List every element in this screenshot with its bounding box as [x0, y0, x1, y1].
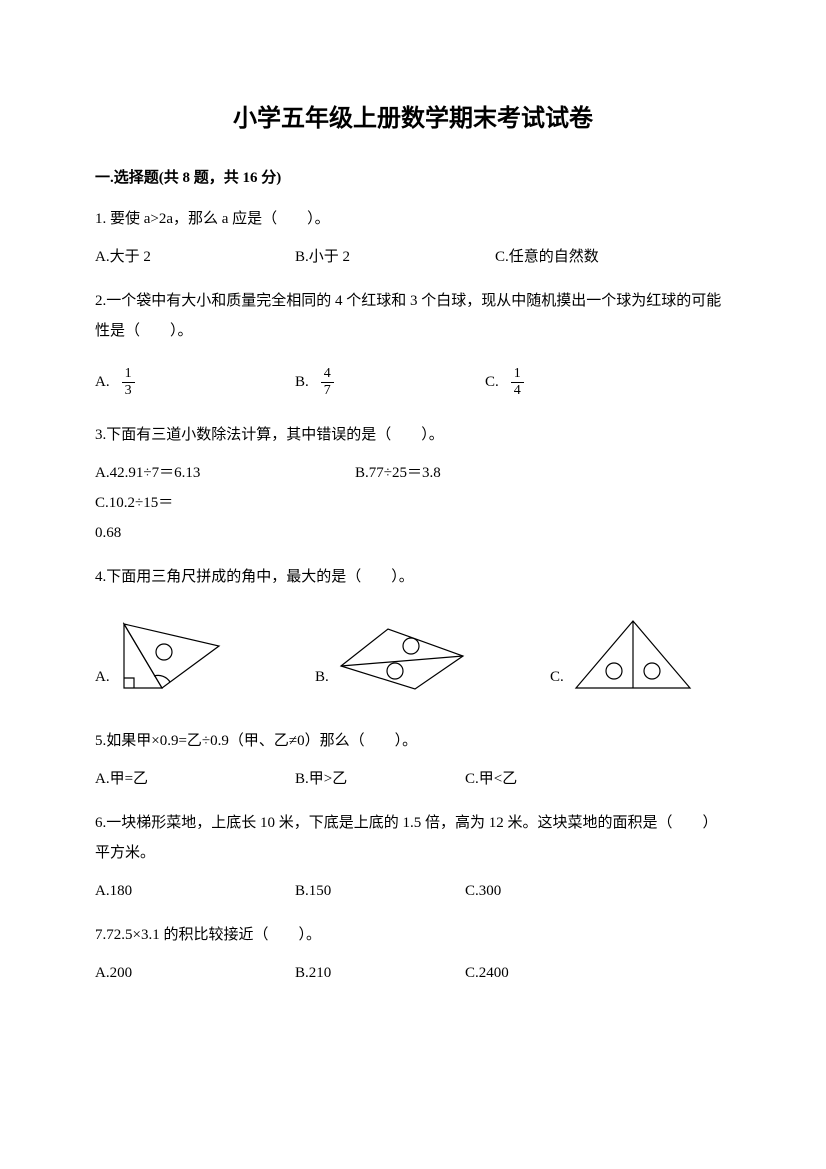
q2-opt-b: B. 4 7	[295, 366, 485, 398]
q4-fig-c: C.	[550, 616, 730, 696]
triangle-set-b-icon	[333, 621, 473, 696]
q7-opt-a: A.200	[95, 958, 295, 988]
q2-options: A. 1 3 B. 4 7 C. 1 4	[95, 366, 731, 398]
q4-text: 4.下面用三角尺拼成的角中，最大的是（ ）。	[95, 562, 731, 592]
q3-opt-a: A.42.91÷7＝6.13	[95, 458, 355, 488]
q6-text: 6.一块梯形菜地，上底长 10 米，下底是上底的 1.5 倍，高为 12 米。这…	[95, 808, 731, 868]
q2-c-num: 1	[511, 366, 524, 382]
q5-opt-c: C.甲<乙	[465, 764, 635, 794]
q1-opt-a: A.大于 2	[95, 242, 295, 272]
q7-text: 7.72.5×3.1 的积比较接近（ ）。	[95, 920, 731, 950]
question-5: 5.如果甲×0.9=乙÷0.9（甲、乙≠0）那么（ ）。 A.甲=乙 B.甲>乙…	[95, 726, 731, 794]
triangle-set-c-icon	[568, 616, 698, 696]
q6-opt-c: C.300	[465, 876, 635, 906]
q3-opt-b: B.77÷25＝3.8	[355, 458, 615, 488]
q7-options: A.200 B.210 C.2400	[95, 958, 731, 988]
question-6: 6.一块梯形菜地，上底长 10 米，下底是上底的 1.5 倍，高为 12 米。这…	[95, 808, 731, 906]
q1-options: A.大于 2 B.小于 2 C.任意的自然数	[95, 242, 731, 272]
q7-opt-c: C.2400	[465, 958, 635, 988]
q4-a-label: A.	[95, 662, 110, 696]
q6-options: A.180 B.150 C.300	[95, 876, 731, 906]
q2-a-frac: 1 3	[122, 366, 135, 398]
q2-c-frac: 1 4	[511, 366, 524, 398]
q1-text: 1. 要使 a>2a，那么 a 应是（ ）。	[95, 204, 731, 234]
q1-opt-b: B.小于 2	[295, 242, 495, 272]
question-7: 7.72.5×3.1 的积比较接近（ ）。 A.200 B.210 C.2400	[95, 920, 731, 988]
q3-text: 3.下面有三道小数除法计算，其中错误的是（ ）。	[95, 420, 731, 450]
q2-text: 2.一个袋中有大小和质量完全相同的 4 个红球和 3 个白球，现从中随机摸出一个…	[95, 286, 731, 346]
q2-b-label: B.	[295, 367, 309, 397]
q4-fig-a: A.	[95, 616, 315, 696]
q2-c-den: 4	[511, 383, 524, 398]
q6-opt-a: A.180	[95, 876, 295, 906]
q5-text: 5.如果甲×0.9=乙÷0.9（甲、乙≠0）那么（ ）。	[95, 726, 731, 756]
question-2: 2.一个袋中有大小和质量完全相同的 4 个红球和 3 个白球，现从中随机摸出一个…	[95, 286, 731, 398]
q1-opt-c: C.任意的自然数	[495, 242, 695, 272]
q5-options: A.甲=乙 B.甲>乙 C.甲<乙	[95, 764, 731, 794]
q2-a-label: A.	[95, 367, 110, 397]
triangle-set-a-icon	[114, 616, 224, 696]
q2-opt-c: C. 1 4	[485, 366, 635, 398]
q3-opt-c-cont: 0.68	[95, 518, 731, 548]
q5-opt-a: A.甲=乙	[95, 764, 295, 794]
q2-b-num: 4	[321, 366, 334, 382]
q2-opt-a: A. 1 3	[95, 366, 295, 398]
q3-opt-c: C.10.2÷15＝	[95, 488, 215, 518]
q2-a-den: 3	[122, 383, 135, 398]
q4-figures: A. B.	[95, 616, 731, 696]
q7-opt-b: B.210	[295, 958, 465, 988]
q2-a-num: 1	[122, 366, 135, 382]
q4-fig-b: B.	[315, 621, 550, 696]
page-title: 小学五年级上册数学期末考试试卷	[95, 100, 731, 138]
q2-c-label: C.	[485, 367, 499, 397]
q2-b-den: 7	[321, 383, 334, 398]
q4-c-label: C.	[550, 662, 564, 696]
section-1-header: 一.选择题(共 8 题，共 16 分)	[95, 166, 731, 190]
question-1: 1. 要使 a>2a，那么 a 应是（ ）。 A.大于 2 B.小于 2 C.任…	[95, 204, 731, 272]
q3-options: A.42.91÷7＝6.13 B.77÷25＝3.8 C.10.2÷15＝ 0.…	[95, 458, 731, 548]
q6-opt-b: B.150	[295, 876, 465, 906]
question-4: 4.下面用三角尺拼成的角中，最大的是（ ）。 A. B.	[95, 562, 731, 696]
q4-b-label: B.	[315, 662, 329, 696]
q2-b-frac: 4 7	[321, 366, 334, 398]
question-3: 3.下面有三道小数除法计算，其中错误的是（ ）。 A.42.91÷7＝6.13 …	[95, 420, 731, 548]
q5-opt-b: B.甲>乙	[295, 764, 465, 794]
